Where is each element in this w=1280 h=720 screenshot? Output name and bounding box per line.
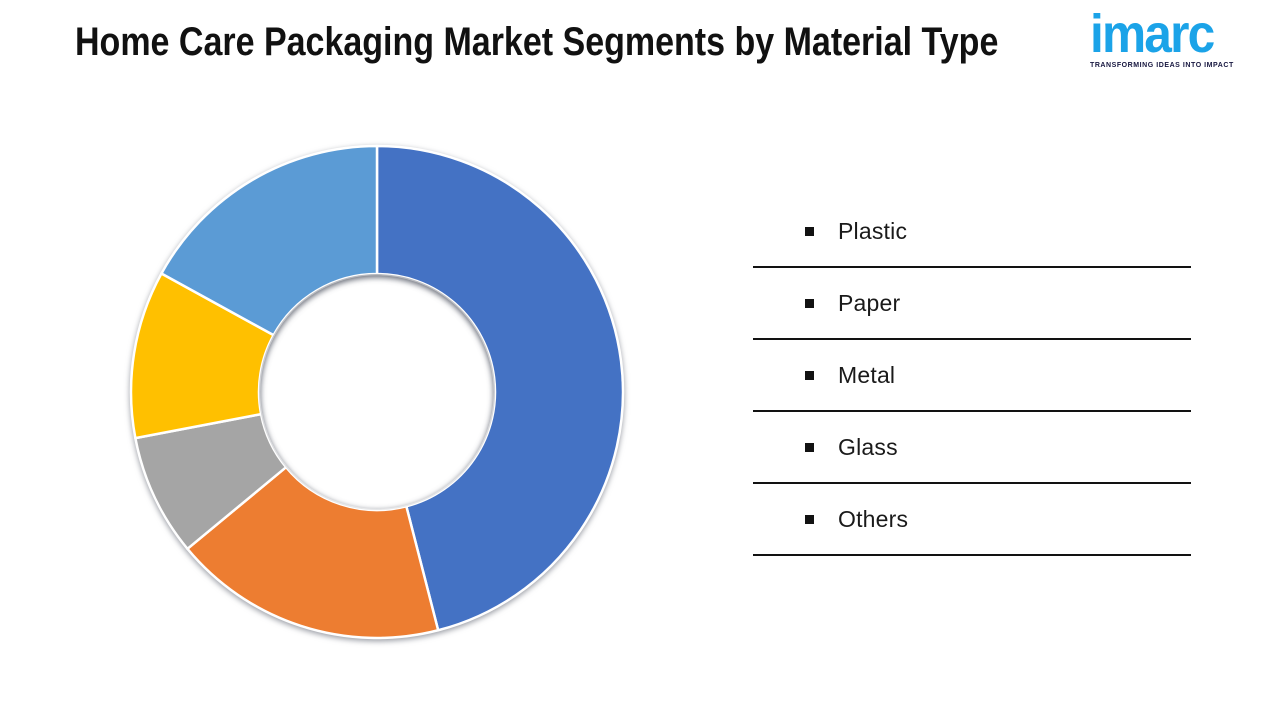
donut-slice-plastic — [375, 144, 625, 632]
legend-label: Others — [838, 505, 909, 532]
legend-label: Glass — [838, 433, 898, 460]
legend-item-paper: Paper — [753, 268, 1191, 340]
imarc-logo-tagline: TRANSFORMING IDEAS INTO IMPACT — [1090, 62, 1234, 69]
legend-item-others: Others — [753, 484, 1191, 556]
legend-item-plastic: Plastic — [753, 196, 1191, 268]
legend-bullet-icon — [805, 514, 814, 524]
donut-slice-others — [160, 144, 379, 337]
legend-label: Paper — [838, 289, 901, 316]
donut-slice-paper — [186, 465, 440, 640]
page-title: Home Care Packaging Market Segments by M… — [75, 20, 999, 64]
legend-bullet-icon — [805, 298, 814, 308]
legend-bullet-icon — [805, 442, 814, 452]
legend-label: Plastic — [838, 217, 908, 244]
legend-bullet-icon — [805, 370, 814, 380]
legend-item-glass: Glass — [753, 412, 1191, 484]
chart-legend: Plastic Paper Metal Glass Others — [753, 196, 1191, 556]
imarc-logo: imarc TRANSFORMING IDEAS INTO IMPACT — [1090, 6, 1266, 69]
donut-chart-svg — [129, 144, 625, 640]
legend-item-metal: Metal — [753, 340, 1191, 412]
donut-chart — [128, 143, 626, 641]
legend-label: Metal — [838, 361, 896, 388]
imarc-logo-wordmark: imarc — [1090, 4, 1215, 64]
legend-bullet-icon — [805, 226, 814, 236]
